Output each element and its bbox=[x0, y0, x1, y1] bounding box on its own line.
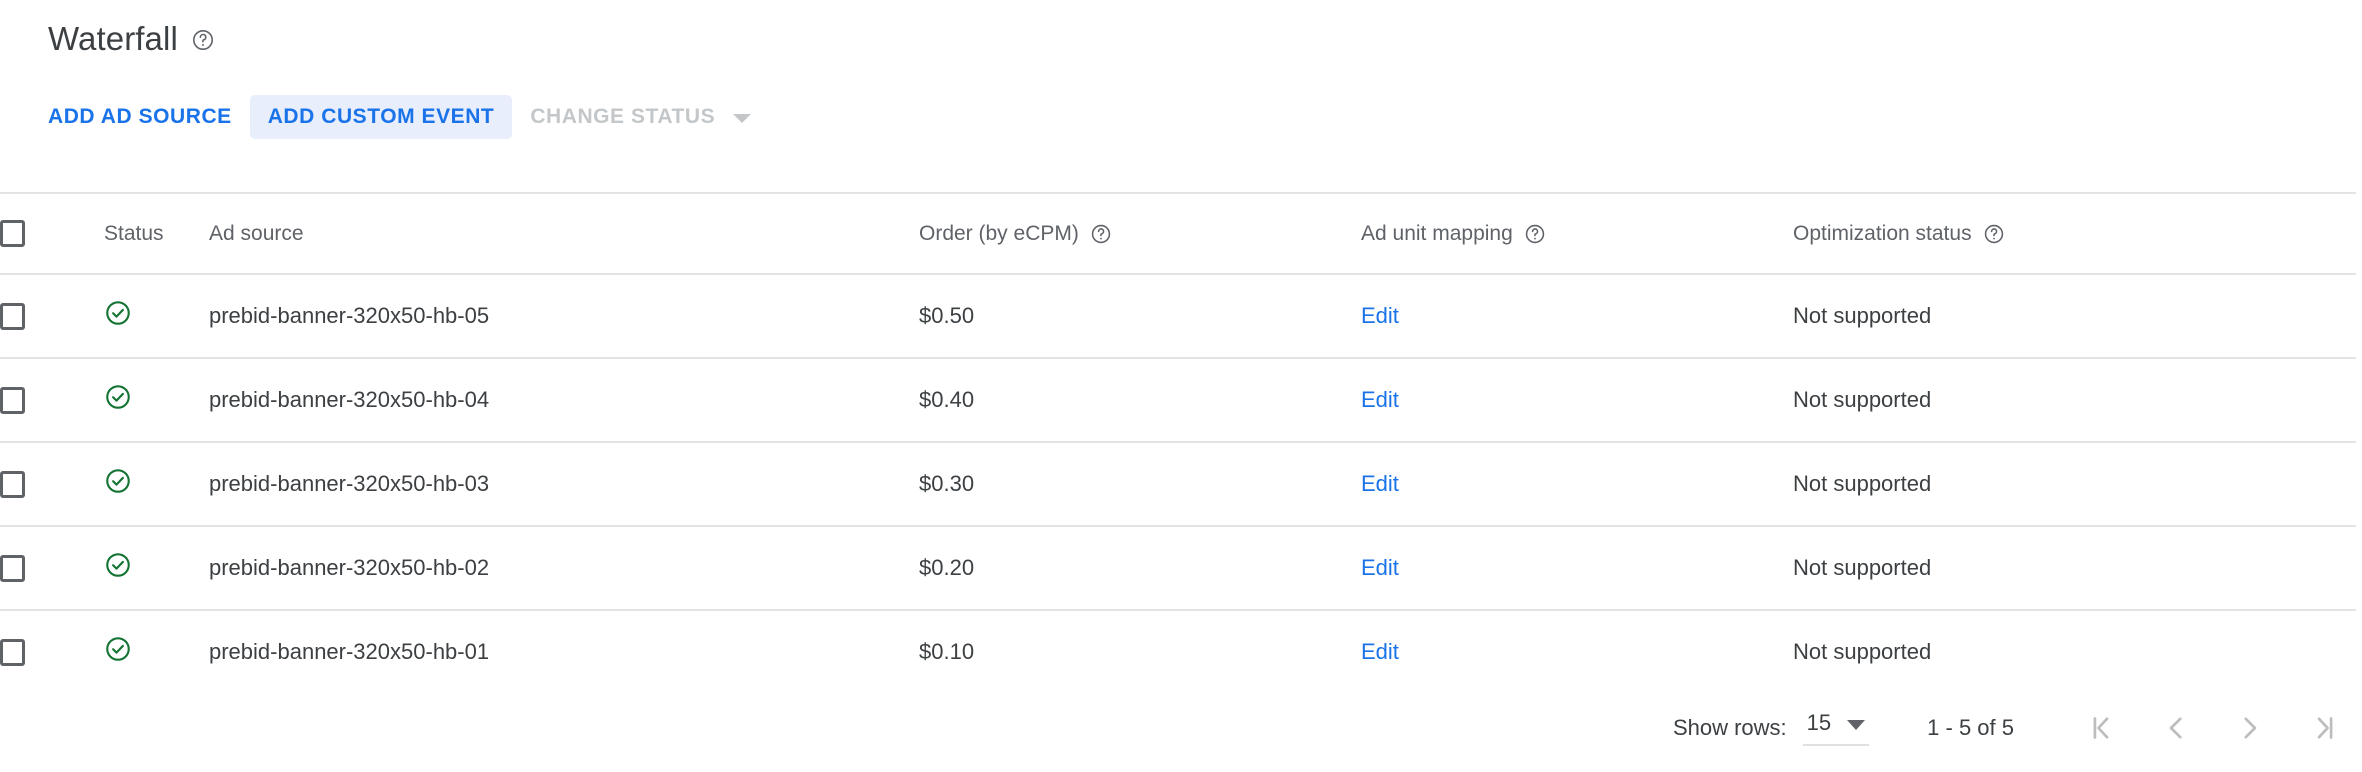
row-order: $0.10 bbox=[919, 610, 1361, 695]
help-circle-icon[interactable] bbox=[191, 28, 215, 52]
row-ad-source: prebid-banner-320x50-hb-05 bbox=[209, 274, 919, 359]
page-title: Waterfall bbox=[48, 20, 178, 57]
row-select-cell bbox=[0, 274, 104, 359]
optimization-status-header: Optimization status bbox=[1793, 193, 2356, 275]
row-order: $0.40 bbox=[919, 358, 1361, 443]
order-header-label: Order (by eCPM) bbox=[919, 221, 1079, 245]
optimization-status-header-label: Optimization status bbox=[1793, 221, 1972, 245]
edit-mapping-link[interactable]: Edit bbox=[1361, 303, 1399, 328]
row-optimization-status: Not supported bbox=[1793, 610, 2356, 695]
row-ad-unit-mapping-cell: Edit bbox=[1361, 610, 1793, 695]
table-row: prebid-banner-320x50-hb-01 $0.10 Edit No… bbox=[0, 610, 2356, 695]
ad-unit-mapping-header: Ad unit mapping bbox=[1361, 193, 1793, 275]
status-header-label: Status bbox=[104, 221, 164, 245]
waterfall-table-container: Status Ad source Order (by eCPM) bbox=[0, 192, 2356, 695]
pagination-nav-buttons bbox=[2076, 702, 2350, 754]
check-circle-icon bbox=[104, 383, 132, 411]
row-checkbox[interactable] bbox=[0, 554, 25, 582]
edit-mapping-link[interactable]: Edit bbox=[1361, 471, 1399, 496]
row-checkbox[interactable] bbox=[0, 638, 25, 666]
order-help-icon[interactable] bbox=[1090, 223, 1112, 245]
toolbar: ADD AD SOURCE ADD CUSTOM EVENT CHANGE ST… bbox=[30, 95, 769, 139]
row-select-cell bbox=[0, 610, 104, 695]
row-ad-unit-mapping-cell: Edit bbox=[1361, 526, 1793, 611]
table-footer: Show rows: 15 1 - 5 of 5 bbox=[0, 683, 2362, 772]
table-header: Status Ad source Order (by eCPM) bbox=[0, 193, 2356, 275]
row-status-cell bbox=[104, 526, 209, 611]
row-checkbox[interactable] bbox=[0, 302, 25, 330]
row-ad-unit-mapping-cell: Edit bbox=[1361, 358, 1793, 443]
row-optimization-status: Not supported bbox=[1793, 526, 2356, 611]
pagination-range-label: 1 - 5 of 5 bbox=[1927, 714, 2014, 740]
pagination-controls: Show rows: 15 1 - 5 of 5 bbox=[1673, 683, 2350, 772]
table-header-row: Status Ad source Order (by eCPM) bbox=[0, 193, 2356, 275]
select-all-checkbox[interactable] bbox=[0, 220, 25, 247]
row-select-cell bbox=[0, 526, 104, 611]
check-circle-icon bbox=[104, 467, 132, 495]
title-row: Waterfall bbox=[48, 22, 215, 55]
ad-source-header: Ad source bbox=[209, 193, 919, 275]
table-body: prebid-banner-320x50-hb-05 $0.50 Edit No… bbox=[0, 274, 2356, 695]
row-order: $0.30 bbox=[919, 442, 1361, 527]
row-optimization-status: Not supported bbox=[1793, 358, 2356, 443]
add-ad-source-button[interactable]: ADD AD SOURCE bbox=[30, 95, 250, 139]
row-order: $0.20 bbox=[919, 526, 1361, 611]
edit-mapping-link[interactable]: Edit bbox=[1361, 387, 1399, 412]
chevron-right-icon[interactable] bbox=[2224, 702, 2276, 754]
order-header: Order (by eCPM) bbox=[919, 193, 1361, 275]
status-header: Status bbox=[104, 193, 209, 275]
ad-unit-mapping-help-icon[interactable] bbox=[1524, 223, 1546, 245]
row-ad-source: prebid-banner-320x50-hb-02 bbox=[209, 526, 919, 611]
waterfall-table: Status Ad source Order (by eCPM) bbox=[0, 192, 2356, 695]
check-circle-icon bbox=[104, 299, 132, 327]
edit-mapping-link[interactable]: Edit bbox=[1361, 555, 1399, 580]
row-select-cell bbox=[0, 358, 104, 443]
rows-per-page-value: 15 bbox=[1806, 709, 1832, 735]
row-status-cell bbox=[104, 610, 209, 695]
table-row: prebid-banner-320x50-hb-05 $0.50 Edit No… bbox=[0, 274, 2356, 359]
row-checkbox[interactable] bbox=[0, 470, 25, 498]
change-status-label: CHANGE STATUS bbox=[530, 105, 716, 128]
check-circle-icon bbox=[104, 551, 132, 579]
row-status-cell bbox=[104, 358, 209, 443]
change-status-button[interactable]: CHANGE STATUS bbox=[512, 95, 769, 139]
show-rows-label: Show rows: bbox=[1672, 714, 1787, 740]
table-row: prebid-banner-320x50-hb-03 $0.30 Edit No… bbox=[0, 442, 2356, 527]
row-status-cell bbox=[104, 442, 209, 527]
add-custom-event-button[interactable]: ADD CUSTOM EVENT bbox=[249, 95, 513, 139]
last-page-icon[interactable] bbox=[2298, 702, 2350, 754]
row-ad-unit-mapping-cell: Edit bbox=[1361, 274, 1793, 359]
first-page-icon[interactable] bbox=[2076, 702, 2128, 754]
check-circle-icon bbox=[104, 635, 132, 663]
ad-source-header-label: Ad source bbox=[209, 221, 304, 245]
page-header: Waterfall ADD AD SOURCE ADD CUSTOM EVENT… bbox=[0, 0, 2362, 192]
row-ad-source: prebid-banner-320x50-hb-04 bbox=[209, 358, 919, 443]
select-all-header bbox=[0, 193, 104, 275]
row-ad-unit-mapping-cell: Edit bbox=[1361, 442, 1793, 527]
edit-mapping-link[interactable]: Edit bbox=[1361, 639, 1399, 664]
ad-unit-mapping-header-label: Ad unit mapping bbox=[1361, 221, 1513, 245]
chevron-down-icon bbox=[1847, 719, 1866, 730]
row-status-cell bbox=[104, 274, 209, 359]
row-checkbox[interactable] bbox=[0, 386, 25, 414]
row-select-cell bbox=[0, 442, 104, 527]
row-ad-source: prebid-banner-320x50-hb-01 bbox=[209, 610, 919, 695]
optimization-status-help-icon[interactable] bbox=[1983, 223, 2005, 245]
chevron-down-icon bbox=[733, 113, 752, 123]
row-ad-source: prebid-banner-320x50-hb-03 bbox=[209, 442, 919, 527]
row-order: $0.50 bbox=[919, 274, 1361, 359]
table-row: prebid-banner-320x50-hb-04 $0.40 Edit No… bbox=[0, 358, 2356, 443]
rows-per-page-select[interactable]: 15 bbox=[1802, 709, 1870, 746]
row-optimization-status: Not supported bbox=[1793, 442, 2356, 527]
row-optimization-status: Not supported bbox=[1793, 274, 2356, 359]
table-row: prebid-banner-320x50-hb-02 $0.20 Edit No… bbox=[0, 526, 2356, 611]
chevron-left-icon[interactable] bbox=[2150, 702, 2202, 754]
